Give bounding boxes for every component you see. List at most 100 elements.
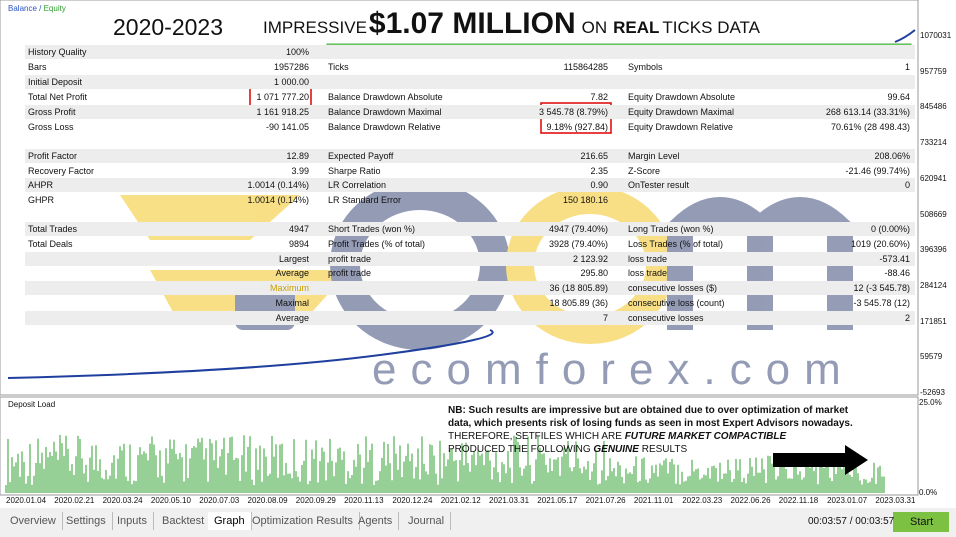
row-label: Margin Level [628, 151, 680, 161]
row-value: 2 [904, 313, 910, 323]
tab[interactable]: Agents [352, 512, 400, 530]
row-label: Recovery Factor [28, 166, 95, 176]
row-value: Largest [278, 254, 309, 264]
row-value: 12.89 [286, 151, 309, 161]
row-value: 12 (-3 545.78) [853, 283, 910, 293]
row-label: Total Deals [28, 239, 73, 249]
x-tick-label: 2020.12.24 [392, 496, 433, 505]
row-value: 0 (0.00%) [870, 224, 910, 234]
x-tick-label: 2020.03.24 [102, 496, 143, 505]
row-value: Average [275, 268, 309, 278]
note-text: THEREFORE, SETFILES WHICH ARE [448, 431, 625, 442]
balance-curve [7, 329, 494, 379]
row-value: -21.46 (99.74%) [845, 166, 910, 176]
x-tick-label: 2020.09.29 [295, 496, 336, 505]
row-value: 1.0014 (0.14%) [247, 195, 309, 205]
y-tick-label: 59579 [920, 352, 943, 362]
row-value: 3.99 [291, 166, 309, 176]
start-button-bg [893, 512, 949, 532]
row-label: consecutive losses [628, 313, 704, 323]
row-label: loss trade [628, 268, 668, 278]
row-label: Z-Score [628, 166, 661, 176]
row-value: 1 [904, 62, 910, 72]
row-value: 18 805.89 (36) [549, 298, 608, 308]
watermark: ecomforex.com [372, 345, 855, 394]
row-label: consecutive losses ($) [628, 283, 718, 293]
tab[interactable]: Optimization Results [246, 512, 360, 530]
x-tick-label: 2023.03.31 [875, 496, 916, 505]
row-value: 4947 [288, 224, 309, 234]
headline-text: IMPRESSIVE [263, 18, 367, 37]
headline-text: TICKS DATA [662, 18, 761, 37]
row-value: 216.65 [580, 151, 608, 161]
row-value: 100% [285, 47, 309, 57]
x-tick-label: 2021.03.31 [489, 496, 530, 505]
row-label: Equity Drawdown Absolute [628, 92, 736, 102]
row-label: Total Trades [28, 224, 78, 234]
row-label: Ticks [328, 62, 349, 72]
headline-text: ON [581, 18, 608, 37]
y-tick-label: 733214 [920, 138, 947, 148]
row-label: Profit Factor [28, 151, 78, 161]
note-text: GENUINE [593, 444, 639, 455]
years: 2020-2023 [113, 14, 223, 40]
table-row [25, 149, 915, 163]
row-value: -573.41 [879, 254, 910, 264]
table-row [25, 178, 915, 192]
tab[interactable]: Backtest [156, 512, 212, 530]
row-value: -88.46 [884, 268, 910, 278]
row-value: 115864285 [563, 62, 608, 72]
headline: IMPRESSIVE $1.07 MILLION ON REAL TICKS D… [263, 6, 760, 42]
row-value: -90 141.05 [265, 122, 309, 132]
row-value: 150 180.16 [562, 195, 608, 205]
row-label: GHPR [28, 195, 55, 205]
arrow [773, 445, 868, 475]
start-button[interactable]: Start [910, 516, 934, 528]
tab-bar [0, 508, 956, 537]
table-row [25, 252, 915, 266]
tab[interactable]: Journal [402, 512, 452, 530]
x-tick-label: 2021.11.01 [633, 496, 674, 505]
row-label: Balance Drawdown Absolute [328, 92, 443, 102]
legend: Balance / Equity [8, 4, 66, 13]
tab[interactable]: Graph [208, 512, 252, 530]
row-label: loss trade [628, 254, 668, 264]
tab[interactable]: Inputs [111, 512, 154, 530]
row-value: 1 071 777.20 [256, 92, 309, 102]
x-tick-label: 2020.07.03 [199, 496, 240, 505]
y-tick-label: 845486 [920, 102, 947, 112]
tab[interactable]: Settings [60, 512, 113, 530]
note-text: PRODUCED THE FOLLOWING [448, 444, 594, 455]
note-text: NB: Such results are impressive but are … [448, 405, 853, 429]
row-label: Initial Deposit [28, 77, 83, 87]
timer: 00:03:57 / 00:03:57 [808, 516, 895, 527]
row-label: Expected Payoff [328, 151, 394, 161]
row-label: Gross Profit [28, 107, 76, 117]
row-label: History Quality [28, 47, 87, 57]
tab[interactable]: Overview [4, 512, 63, 530]
row-value: Maximum [269, 283, 309, 293]
row-label: Gross Loss [28, 122, 74, 132]
table-row [25, 311, 915, 325]
table-row [25, 222, 915, 236]
y-tick-label: 396396 [920, 245, 947, 255]
balance-curve [894, 29, 916, 43]
headline-amount: $1.07 MILLION [368, 7, 576, 40]
x-tick-label: 2020.05.10 [150, 496, 191, 505]
x-tick-label: 2023.01.07 [827, 496, 868, 505]
headline-text: REAL [613, 18, 660, 37]
y-tick-label: 620941 [920, 173, 947, 183]
y-tick-label: 1070031 [920, 31, 952, 40]
table-row [25, 281, 915, 295]
row-value: 0.90 [590, 180, 608, 190]
row-value: 2.35 [590, 166, 608, 176]
row-label: Bars [28, 62, 47, 72]
x-tick-label: 2022.03.23 [682, 496, 723, 505]
row-label: Long Trades (won %) [628, 224, 714, 234]
row-value: 3 545.78 (8.79%) [538, 107, 608, 117]
y-tick-label: 508669 [920, 209, 947, 219]
row-value: 36 (18 805.89) [549, 283, 608, 293]
row-label: profit trade [328, 254, 372, 264]
x-tick-label: 2020.01.04 [6, 496, 47, 505]
